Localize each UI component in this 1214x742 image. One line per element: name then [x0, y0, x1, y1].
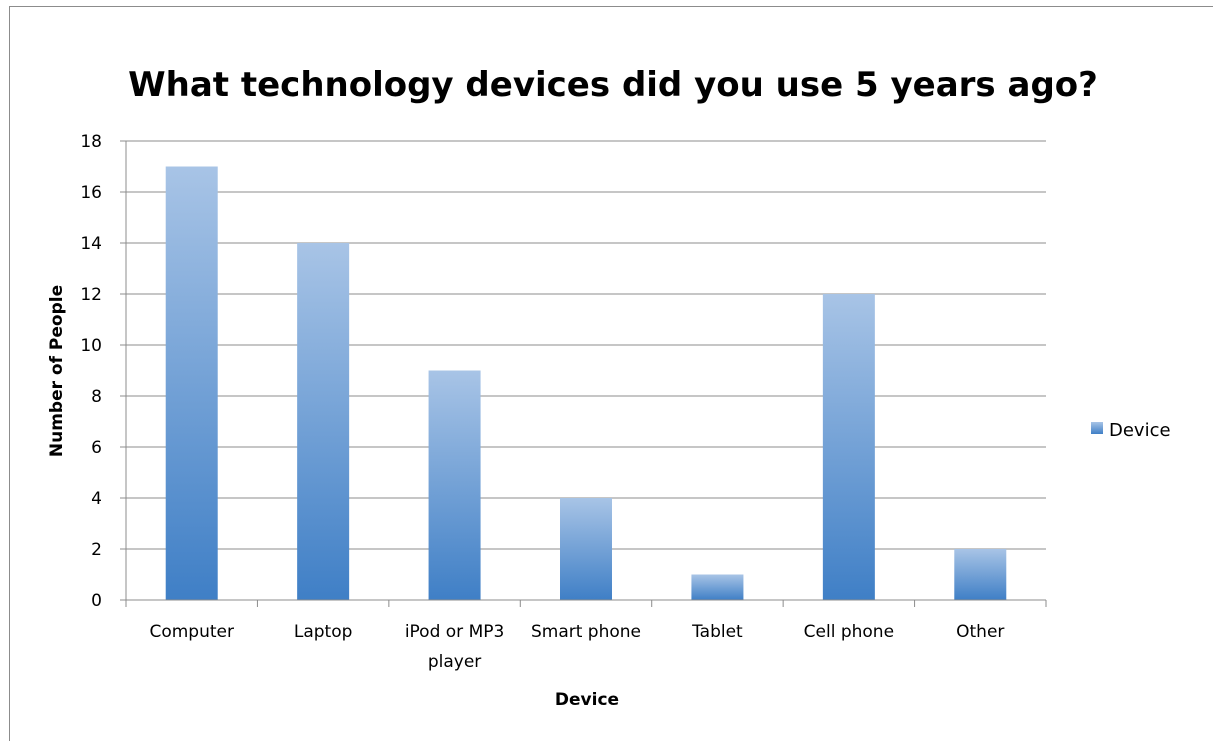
- legend-swatch: [1091, 422, 1103, 434]
- bar: [428, 370, 481, 600]
- y-tick-label: 2: [91, 540, 102, 560]
- bar: [822, 294, 875, 600]
- bar: [560, 498, 612, 600]
- bar: [165, 166, 218, 600]
- legend: Device: [1091, 420, 1171, 441]
- x-tick-label: Computer: [149, 622, 234, 642]
- x-tick-label: Laptop: [294, 622, 353, 642]
- y-tick-label: 4: [91, 489, 102, 509]
- y-tick-label: 10: [80, 336, 102, 356]
- y-tick-label: 6: [91, 438, 102, 458]
- y-tick-label: 14: [80, 234, 102, 254]
- bar: [297, 243, 350, 600]
- y-tick-label: 12: [80, 285, 102, 305]
- x-tick-label: iPod or MP3: [405, 622, 505, 642]
- y-tick-label: 0: [91, 591, 102, 611]
- y-tick-label: 18: [80, 132, 102, 152]
- y-axis-label: Number of People: [47, 285, 67, 457]
- x-tick-label: Cell phone: [804, 622, 894, 642]
- x-tick-label: Tablet: [691, 622, 743, 642]
- bar: [691, 574, 744, 600]
- bars: [165, 166, 1007, 600]
- y-tick-labels: 0 2 4 6 8 10 12 14 16 18: [80, 132, 102, 611]
- x-tick-label: Other: [956, 622, 1004, 642]
- bar: [954, 549, 1007, 600]
- x-axis-label: Device: [555, 690, 619, 710]
- y-tick-label: 8: [91, 387, 102, 407]
- legend-label: Device: [1109, 420, 1171, 441]
- y-tick-label: 16: [80, 183, 102, 203]
- chart-title: What technology devices did you use 5 ye…: [128, 65, 1098, 105]
- x-tick-label: Smart phone: [531, 622, 641, 642]
- x-tick-labels: Computer Laptop iPod or MP3 player Smart pho…: [149, 622, 1004, 672]
- axes: [125, 141, 1047, 607]
- x-tick-label: player: [428, 652, 481, 672]
